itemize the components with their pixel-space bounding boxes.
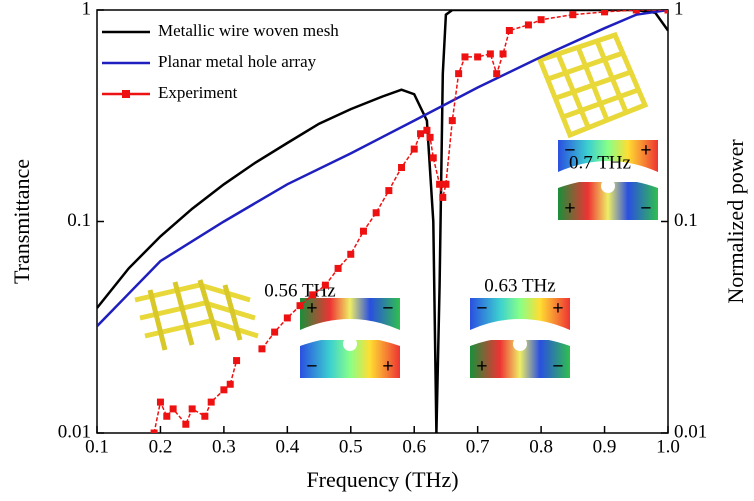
data-point [163, 413, 170, 420]
data-point [189, 405, 196, 412]
field-sign: − [640, 198, 651, 220]
data-point [360, 228, 367, 235]
x-tick-label: 0.9 [593, 436, 617, 457]
field-sign: + [476, 356, 487, 378]
data-point [322, 282, 329, 289]
field-sign: + [382, 356, 393, 378]
legend-marker [122, 90, 130, 98]
data-point [258, 345, 265, 352]
field-sign: + [640, 140, 651, 162]
data-point [411, 146, 418, 153]
inset-label: 0.7 THz [569, 152, 631, 173]
field-hole [343, 337, 357, 351]
y2-tick-label: 0.01 [674, 421, 707, 442]
data-point [538, 16, 545, 23]
data-point [233, 357, 240, 364]
data-point [347, 251, 354, 258]
data-point [439, 194, 446, 201]
data-point [493, 70, 500, 77]
data-point [487, 50, 494, 57]
field-sign: + [564, 198, 575, 220]
legend-label: Experiment [158, 83, 238, 102]
field-hole [513, 337, 527, 351]
data-point [427, 134, 434, 141]
data-point [442, 181, 449, 188]
y-axis-label: Transmittance [9, 159, 34, 284]
data-point [170, 405, 177, 412]
y-tick-label: 1 [82, 0, 92, 19]
y2-axis-label: Normalized power [723, 139, 748, 304]
legend-label: Planar metal hole array [158, 52, 317, 71]
field-sign: + [306, 298, 317, 320]
field-sign: − [552, 356, 563, 378]
data-point [455, 70, 462, 77]
x-tick-label: 0.3 [212, 436, 236, 457]
data-point [220, 386, 227, 393]
field-hole [601, 179, 615, 193]
data-point [569, 11, 576, 18]
data-point [423, 127, 430, 134]
field-sign: − [382, 298, 393, 320]
data-point [474, 53, 481, 60]
data-point [633, 7, 640, 14]
data-point [665, 7, 672, 14]
x-tick-label: 0.5 [339, 436, 363, 457]
data-point [182, 421, 189, 428]
x-tick-label: 0.2 [149, 436, 173, 457]
data-point [500, 50, 507, 57]
field-sign: + [552, 298, 563, 320]
data-point [201, 413, 208, 420]
x-tick-label: 0.7 [466, 436, 490, 457]
legend-label: Metallic wire woven mesh [158, 21, 339, 40]
woven-mesh-icon [135, 280, 258, 350]
y-tick-label: 0.01 [58, 421, 91, 442]
data-point [335, 265, 342, 272]
chart: 0.56 THz+−−+0.63 THz−++−0.7 THz−++−0.10.… [0, 0, 754, 501]
field-sign: − [306, 356, 317, 378]
y2-tick-label: 0.1 [674, 210, 698, 231]
data-point [297, 302, 304, 309]
data-point [385, 187, 392, 194]
data-point [227, 381, 234, 388]
data-point [525, 21, 532, 28]
inset-label: 0.63 THz [484, 275, 555, 296]
x-tick-label: 0.6 [402, 436, 426, 457]
data-point [373, 209, 380, 216]
field-sign: − [476, 298, 487, 320]
y2-tick-label: 1 [674, 0, 684, 19]
data-point [506, 27, 513, 34]
data-point [157, 399, 164, 406]
data-point [309, 291, 316, 298]
data-point [449, 117, 456, 124]
x-axis-label: Frequency (THz) [306, 467, 458, 492]
data-point [208, 399, 215, 406]
data-point [398, 164, 405, 171]
data-point [461, 53, 468, 60]
data-point [271, 329, 278, 336]
y-tick-label: 0.1 [67, 210, 91, 231]
data-point [430, 154, 437, 161]
data-point [284, 314, 291, 321]
x-tick-label: 0.4 [275, 436, 299, 457]
data-point [436, 181, 443, 188]
x-tick-label: 0.8 [529, 436, 553, 457]
field-sign: − [564, 140, 575, 162]
data-point [417, 130, 424, 137]
